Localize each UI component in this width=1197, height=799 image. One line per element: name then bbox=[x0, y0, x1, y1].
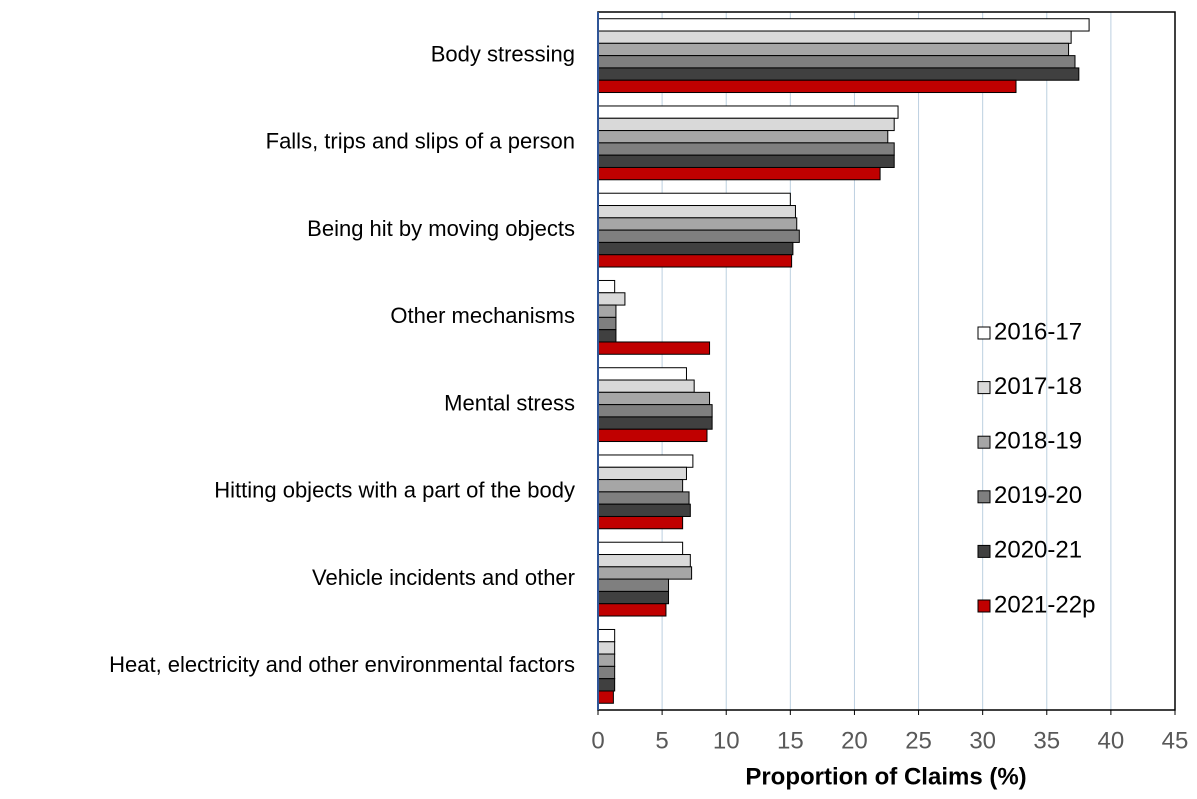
legend-swatch bbox=[977, 326, 991, 340]
y-tick-label: Heat, electricity and other environmenta… bbox=[109, 652, 575, 677]
legend-swatch bbox=[977, 544, 991, 558]
bar bbox=[597, 653, 616, 667]
y-tick-label: Vehicle incidents and other bbox=[312, 565, 575, 590]
bar bbox=[597, 292, 626, 306]
bar bbox=[597, 641, 616, 655]
legend-swatch bbox=[977, 381, 991, 395]
bar bbox=[597, 466, 687, 481]
bar bbox=[597, 55, 1076, 69]
x-tick-label: 30 bbox=[969, 727, 996, 754]
bar bbox=[597, 391, 711, 406]
bar bbox=[597, 690, 614, 704]
legend-label: 2016-17 bbox=[994, 318, 1082, 345]
bar bbox=[597, 130, 889, 144]
bar bbox=[597, 590, 670, 605]
bar bbox=[597, 628, 616, 643]
legend-label: 2019-20 bbox=[994, 482, 1082, 509]
bar bbox=[597, 503, 691, 517]
bar bbox=[597, 479, 684, 493]
x-tick-label: 35 bbox=[1033, 727, 1060, 754]
bar bbox=[597, 18, 1090, 32]
x-tick-label: 0 bbox=[591, 727, 604, 754]
bar bbox=[597, 117, 895, 132]
bar bbox=[597, 192, 791, 207]
bar bbox=[597, 229, 800, 243]
bar bbox=[597, 67, 1080, 81]
bar bbox=[597, 142, 895, 156]
y-tick-label: Other mechanisms bbox=[390, 303, 575, 328]
bar bbox=[597, 678, 616, 692]
legend-label: 2017-18 bbox=[994, 373, 1082, 400]
bar bbox=[597, 428, 708, 443]
bar bbox=[597, 166, 881, 181]
bar bbox=[597, 367, 687, 381]
y-tick-label: Being hit by moving objects bbox=[307, 216, 575, 241]
bar bbox=[597, 404, 713, 418]
bar bbox=[597, 603, 667, 617]
bar bbox=[597, 254, 793, 268]
bar bbox=[597, 42, 1070, 57]
bar bbox=[597, 205, 796, 219]
bar bbox=[597, 30, 1072, 44]
x-tick-label: 5 bbox=[655, 727, 668, 754]
bar bbox=[597, 105, 899, 119]
bar bbox=[597, 316, 617, 331]
bar bbox=[597, 279, 616, 294]
y-tick-label: Hitting objects with a part of the body bbox=[214, 478, 575, 503]
bar bbox=[597, 241, 794, 256]
x-tick-label: 45 bbox=[1162, 727, 1189, 754]
x-tick-label: 40 bbox=[1098, 727, 1125, 754]
bar bbox=[597, 329, 617, 343]
bar bbox=[597, 217, 798, 231]
legend-swatch bbox=[977, 599, 991, 613]
bar bbox=[597, 578, 670, 592]
bar bbox=[597, 79, 1017, 94]
bar bbox=[597, 304, 617, 318]
bar bbox=[597, 341, 711, 355]
x-tick-label: 15 bbox=[777, 727, 804, 754]
bar bbox=[597, 566, 693, 580]
bar bbox=[597, 541, 684, 556]
bar bbox=[597, 554, 691, 568]
legend-swatch bbox=[977, 490, 991, 504]
x-tick-label: 25 bbox=[905, 727, 932, 754]
y-tick-label: Falls, trips and slips of a person bbox=[266, 129, 575, 154]
bar bbox=[597, 416, 713, 430]
x-tick-label: 20 bbox=[841, 727, 868, 754]
legend-label: 2021-22p bbox=[994, 591, 1095, 618]
legend-swatch bbox=[977, 435, 991, 449]
y-tick-label: Mental stress bbox=[444, 390, 575, 415]
bar bbox=[597, 491, 690, 505]
bar bbox=[597, 515, 684, 530]
bar bbox=[597, 154, 895, 168]
legend-label: 2018-19 bbox=[994, 428, 1082, 455]
legend-label: 2020-21 bbox=[994, 537, 1082, 564]
bar bbox=[597, 665, 616, 680]
bar bbox=[597, 454, 694, 468]
y-tick-label: Body stressing bbox=[431, 41, 575, 66]
x-axis-title: Proportion of Claims (%) bbox=[745, 763, 1026, 790]
x-tick-label: 10 bbox=[713, 727, 740, 754]
bar bbox=[597, 379, 695, 393]
